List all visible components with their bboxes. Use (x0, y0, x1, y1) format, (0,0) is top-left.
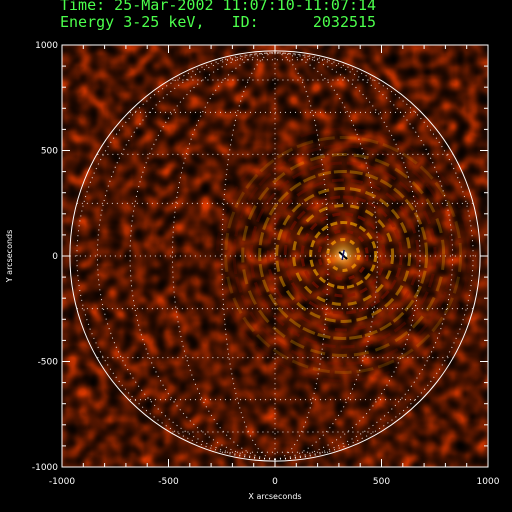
y-axis-label: Y arcseconds (5, 230, 14, 284)
ring-artifact (258, 169, 429, 340)
ring-artifact (249, 161, 437, 349)
ring-artifact (215, 127, 471, 383)
x-ray-source-core (338, 249, 348, 261)
longitude-line (76, 52, 276, 460)
source-mark (341, 249, 345, 261)
ring-artifact (317, 229, 369, 281)
y-tick-label: 1000 (35, 41, 58, 51)
ring-artifact (224, 135, 463, 374)
x-tick-label: 0 (272, 477, 278, 487)
energy-id-title: Energy 3-25 keV, ID: 2032515 (60, 13, 377, 31)
y-tick-label: 0 (52, 252, 58, 262)
x-tick-label: 1000 (477, 477, 500, 487)
y-tick-label: -500 (38, 358, 59, 368)
ring-artifact (309, 220, 378, 289)
ring-artifact (292, 203, 395, 306)
ring-artifact (300, 212, 386, 298)
x-tick-label: -500 (158, 477, 179, 487)
ring-artifact (283, 195, 403, 315)
longitude-line (129, 52, 276, 460)
x-tick-label: 500 (373, 477, 390, 487)
y-tick-label: -1000 (32, 463, 58, 473)
ring-artifact (266, 178, 420, 332)
observation-time-title: Time: 25-Mar-2002 11:07:10-11:07:14 (60, 0, 377, 14)
heliographic-grid (69, 52, 481, 460)
x-tick-label: -1000 (49, 477, 75, 487)
intensity-map (62, 45, 488, 467)
longitude-line (274, 52, 474, 460)
longitude-line (274, 52, 421, 460)
ring-artifact (275, 186, 412, 323)
y-tick-label: 500 (41, 147, 58, 157)
x-axis-label: X arcseconds (248, 492, 301, 501)
axis-ticks (61, 44, 489, 468)
